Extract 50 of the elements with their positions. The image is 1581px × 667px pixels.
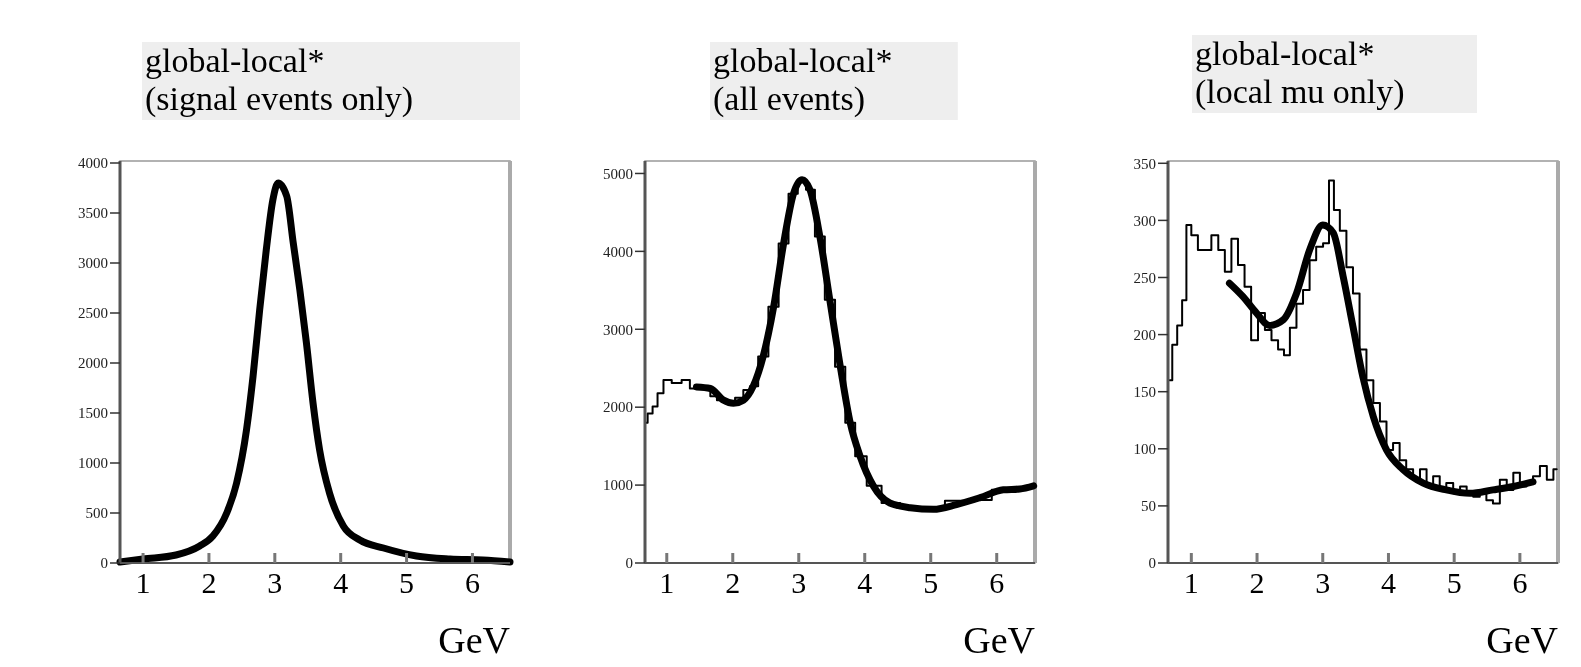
chart-subtitle: (all events) <box>713 80 865 118</box>
x-tick-label: 2 <box>201 566 217 599</box>
y-tick-label: 50 <box>1141 498 1156 515</box>
y-tick-label: 4000 <box>78 155 108 172</box>
y-tick-label: 2000 <box>603 399 633 416</box>
chart-title: global-local* <box>713 42 893 79</box>
y-tick-label: 300 <box>1133 212 1156 229</box>
x-tick-label: 1 <box>659 566 675 599</box>
y-tick-label: 500 <box>85 505 108 522</box>
x-tick-label: 1 <box>135 566 151 599</box>
x-tick-label: 2 <box>1249 566 1265 599</box>
y-tick-label: 1000 <box>78 455 108 472</box>
chart-title: global-local* <box>1195 35 1375 72</box>
y-tick-label: 3500 <box>78 205 108 222</box>
y-tick-label: 2500 <box>78 305 108 322</box>
y-tick-label: 4000 <box>603 243 633 260</box>
chart-subtitle: (local mu only) <box>1195 73 1405 111</box>
y-tick-label: 150 <box>1133 383 1156 400</box>
x-tick-label: 4 <box>1380 566 1396 599</box>
x-tick-label: 3 <box>1315 566 1331 599</box>
y-tick-label: 0 <box>625 555 633 572</box>
x-tick-label: 2 <box>725 566 741 599</box>
x-axis-title: GeV <box>438 619 511 661</box>
x-tick-label: 1 <box>1183 566 1199 599</box>
x-tick-label: 6 <box>464 566 480 599</box>
y-tick-label: 250 <box>1133 269 1156 286</box>
x-tick-label: 4 <box>333 566 349 599</box>
y-tick-label: 100 <box>1133 441 1156 458</box>
x-tick-label: 5 <box>923 566 939 599</box>
x-tick-label: 3 <box>267 566 283 599</box>
y-tick-label: 1500 <box>78 405 108 422</box>
x-tick-label: 6 <box>1512 566 1528 599</box>
y-tick-label: 3000 <box>78 255 108 272</box>
y-tick-label: 5000 <box>603 165 633 182</box>
x-tick-label: 6 <box>989 566 1005 599</box>
y-tick-label: 1000 <box>603 477 633 494</box>
x-tick-label: 5 <box>399 566 415 599</box>
x-tick-label: 3 <box>791 566 807 599</box>
x-tick-label: 4 <box>857 566 873 599</box>
chart-subtitle: (signal events only) <box>145 80 414 118</box>
y-tick-label: 0 <box>100 555 108 572</box>
y-tick-label: 0 <box>1148 555 1156 572</box>
x-tick-label: 5 <box>1446 566 1462 599</box>
x-axis-title: GeV <box>963 619 1036 661</box>
y-tick-label: 2000 <box>78 355 108 372</box>
y-tick-label: 200 <box>1133 326 1156 343</box>
x-axis-title: GeV <box>1486 619 1559 661</box>
y-tick-label: 3000 <box>603 321 633 338</box>
chart-title: global-local* <box>145 42 325 79</box>
y-tick-label: 350 <box>1133 155 1156 172</box>
